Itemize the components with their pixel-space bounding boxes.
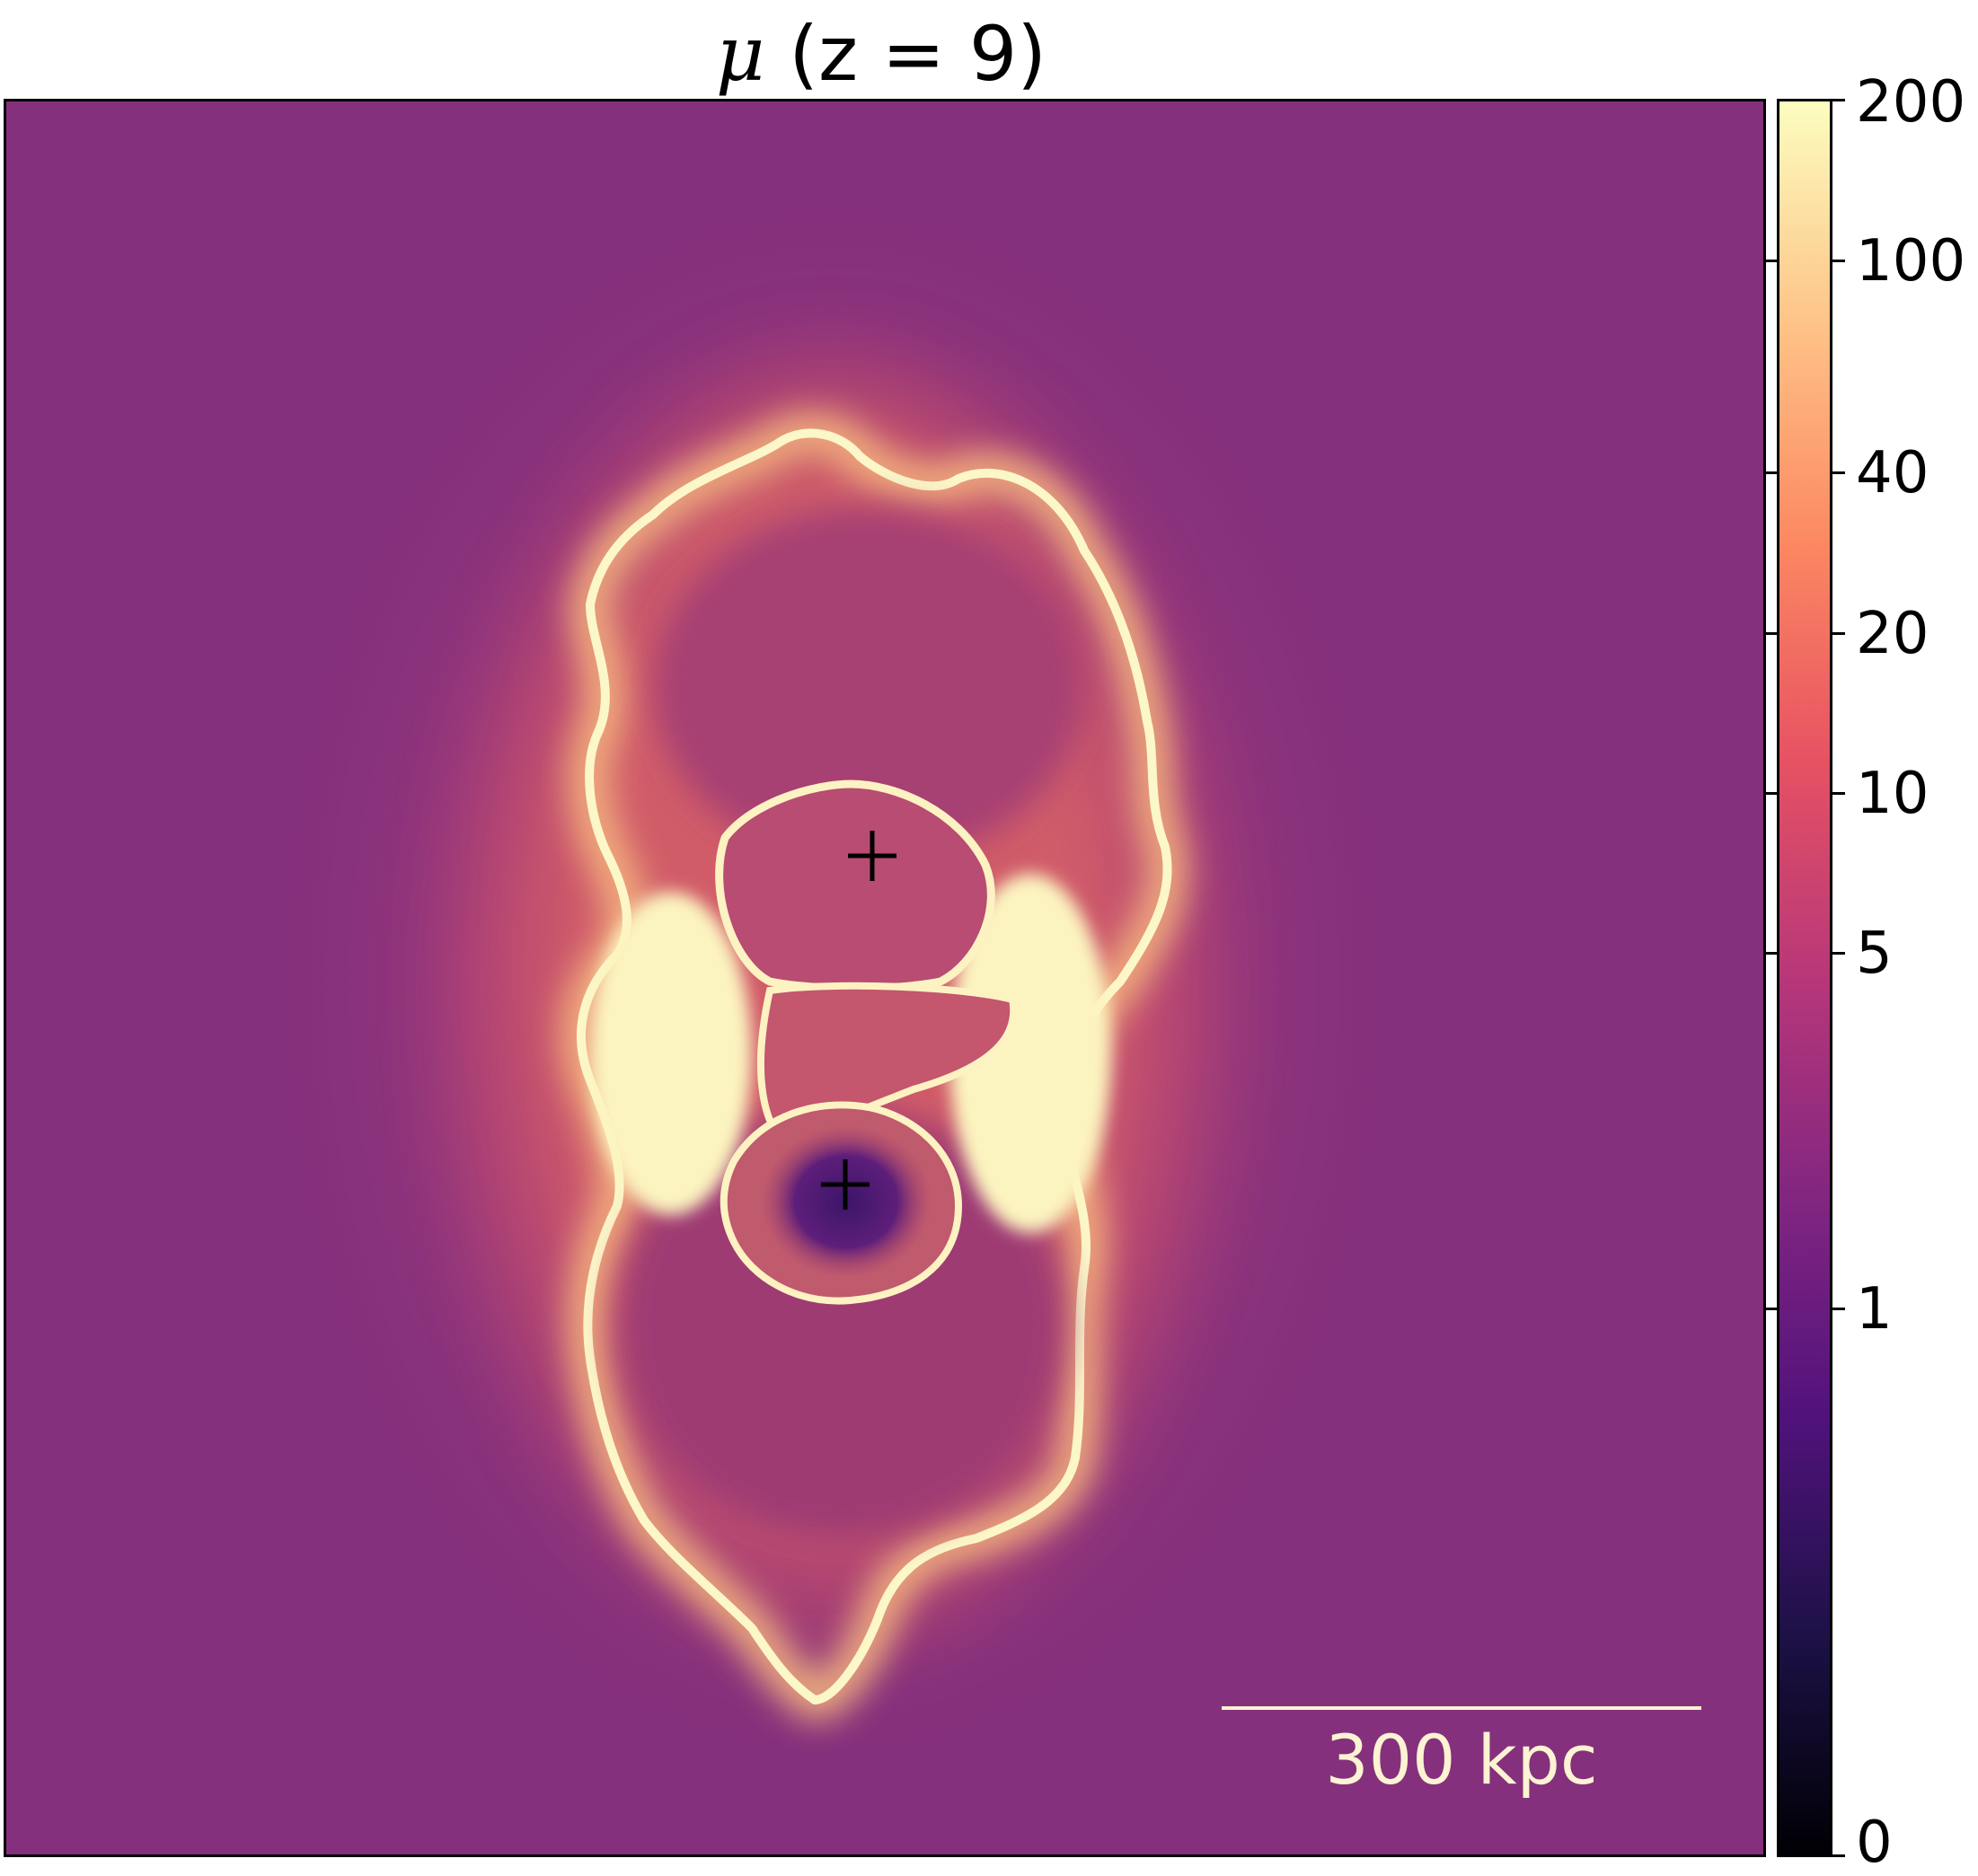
plus-marker-upper [848, 831, 896, 881]
colorbar-tick [1832, 260, 1845, 262]
colorbar-tick-label: 40 [1856, 440, 1929, 506]
colorbar-tick-left [1766, 260, 1777, 262]
colorbar-tick-label: 5 [1856, 920, 1893, 987]
colorbar-tick [1832, 632, 1845, 635]
right-bright-arm [949, 874, 1111, 1233]
colorbar-tick-left [1766, 952, 1777, 955]
colorbar-tick-label: 100 [1856, 228, 1966, 295]
scalebar-label: 300 kpc [1325, 1720, 1598, 1800]
colorbar-tick-label: 20 [1856, 601, 1929, 667]
colorbar-tick [1832, 792, 1845, 795]
title-symbol: μ [715, 10, 765, 98]
colorbar-tick [1832, 1308, 1845, 1310]
title-condition: (z = 9) [789, 10, 1047, 98]
inner-upper-ring [715, 779, 995, 992]
left-bright-arm [590, 892, 752, 1215]
colorbar [1777, 99, 1832, 1857]
colorbar-tick-left [1766, 471, 1777, 474]
scalebar-line [1222, 1706, 1701, 1710]
colorbar-tick-left [1766, 632, 1777, 635]
colorbar-tick [1832, 471, 1845, 474]
colorbar-tick-left [1766, 1308, 1777, 1310]
colorbar-tick [1832, 952, 1845, 955]
colorbar-tick-label: 1 [1856, 1276, 1893, 1343]
colorbar-tick-label: 0 [1856, 1810, 1893, 1876]
plus-marker-lower [821, 1159, 870, 1210]
magnification-map [4, 99, 1766, 1857]
map-svg [6, 101, 1763, 1854]
plot-title: μ (z = 9) [0, 0, 1762, 99]
colorbar-tick [1832, 1854, 1845, 1857]
upper-lobe [653, 506, 1084, 865]
colorbar-tick-label: 200 [1856, 69, 1966, 136]
colorbar-tick [1832, 99, 1845, 101]
colorbar-tick-label: 10 [1856, 761, 1929, 827]
colorbar-tick-left [1766, 792, 1777, 795]
